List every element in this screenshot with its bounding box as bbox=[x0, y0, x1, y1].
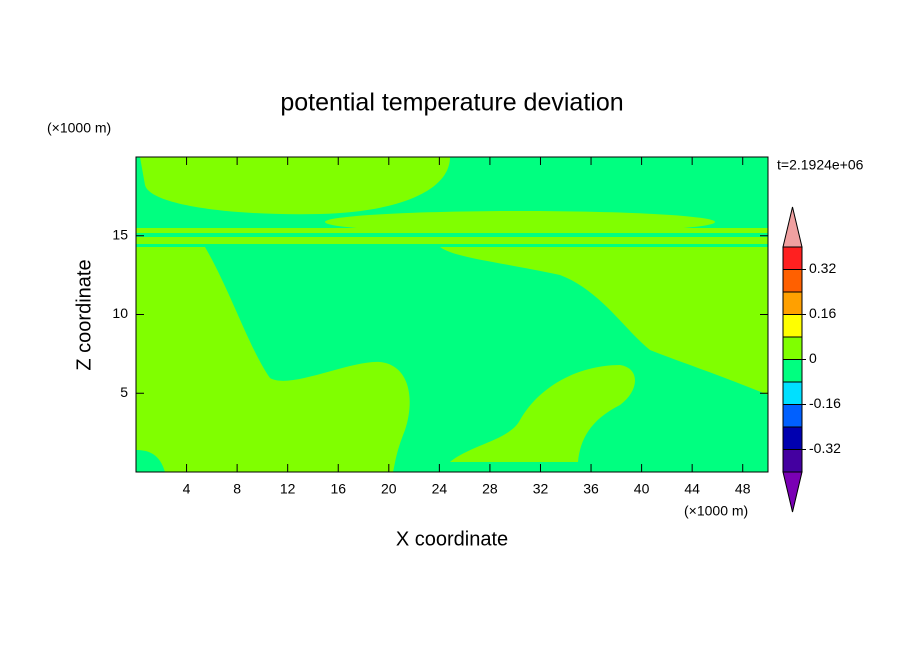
x-tick-label: 44 bbox=[684, 481, 700, 497]
colorbar-band bbox=[782, 359, 803, 383]
y-tick-label: 5 bbox=[120, 384, 128, 400]
x-tick-label: 48 bbox=[735, 481, 751, 497]
x-tick-label: 8 bbox=[233, 481, 241, 497]
contour-region bbox=[325, 211, 715, 233]
colorbar-arrow bbox=[782, 206, 803, 248]
x-tick-label: 32 bbox=[533, 481, 549, 497]
y-tick-label: 15 bbox=[112, 226, 128, 242]
x-unit: (×1000 m) bbox=[684, 503, 748, 519]
x-tick-label: 36 bbox=[583, 481, 599, 497]
y-tick-label: 10 bbox=[112, 305, 128, 321]
x-tick-label: 40 bbox=[634, 481, 650, 497]
contour-region bbox=[450, 365, 635, 462]
colorbar-arrow bbox=[782, 471, 803, 513]
colorbar-band bbox=[782, 404, 803, 428]
colorbar-band bbox=[782, 269, 803, 293]
annotation: t=2.1924e+06 bbox=[777, 157, 864, 173]
colorbar-band bbox=[782, 314, 803, 338]
contour-region bbox=[136, 247, 410, 472]
x-tick-label: 20 bbox=[381, 481, 397, 497]
colorbar-label: 0 bbox=[809, 350, 817, 366]
y-unit: (×1000 m) bbox=[47, 120, 111, 136]
colorbar-label: 0.32 bbox=[809, 260, 836, 276]
contour-region bbox=[136, 237, 768, 244]
colorbar-band bbox=[782, 246, 803, 270]
x-tick-label: 28 bbox=[482, 481, 498, 497]
x-axis-label: X coordinate bbox=[396, 528, 508, 550]
x-tick-label: 24 bbox=[432, 481, 448, 497]
colorbar-label: -0.16 bbox=[809, 395, 841, 411]
colorbar-band bbox=[782, 291, 803, 315]
y-axis-label: Z coordinate bbox=[73, 259, 95, 370]
x-tick-label: 16 bbox=[330, 481, 346, 497]
contour-region bbox=[440, 247, 768, 395]
colorbar-band bbox=[782, 426, 803, 450]
colorbar-label: 0.16 bbox=[809, 305, 836, 321]
contour-region bbox=[140, 157, 450, 215]
colorbar-label: -0.32 bbox=[809, 440, 841, 456]
colorbar-band bbox=[782, 336, 803, 360]
chart-title: potential temperature deviation bbox=[280, 89, 623, 117]
colorbar-band bbox=[782, 381, 803, 405]
colorbar-band bbox=[782, 449, 803, 473]
plot-area bbox=[135, 156, 769, 473]
x-tick-label: 4 bbox=[183, 481, 191, 497]
x-tick-label: 12 bbox=[280, 481, 296, 497]
